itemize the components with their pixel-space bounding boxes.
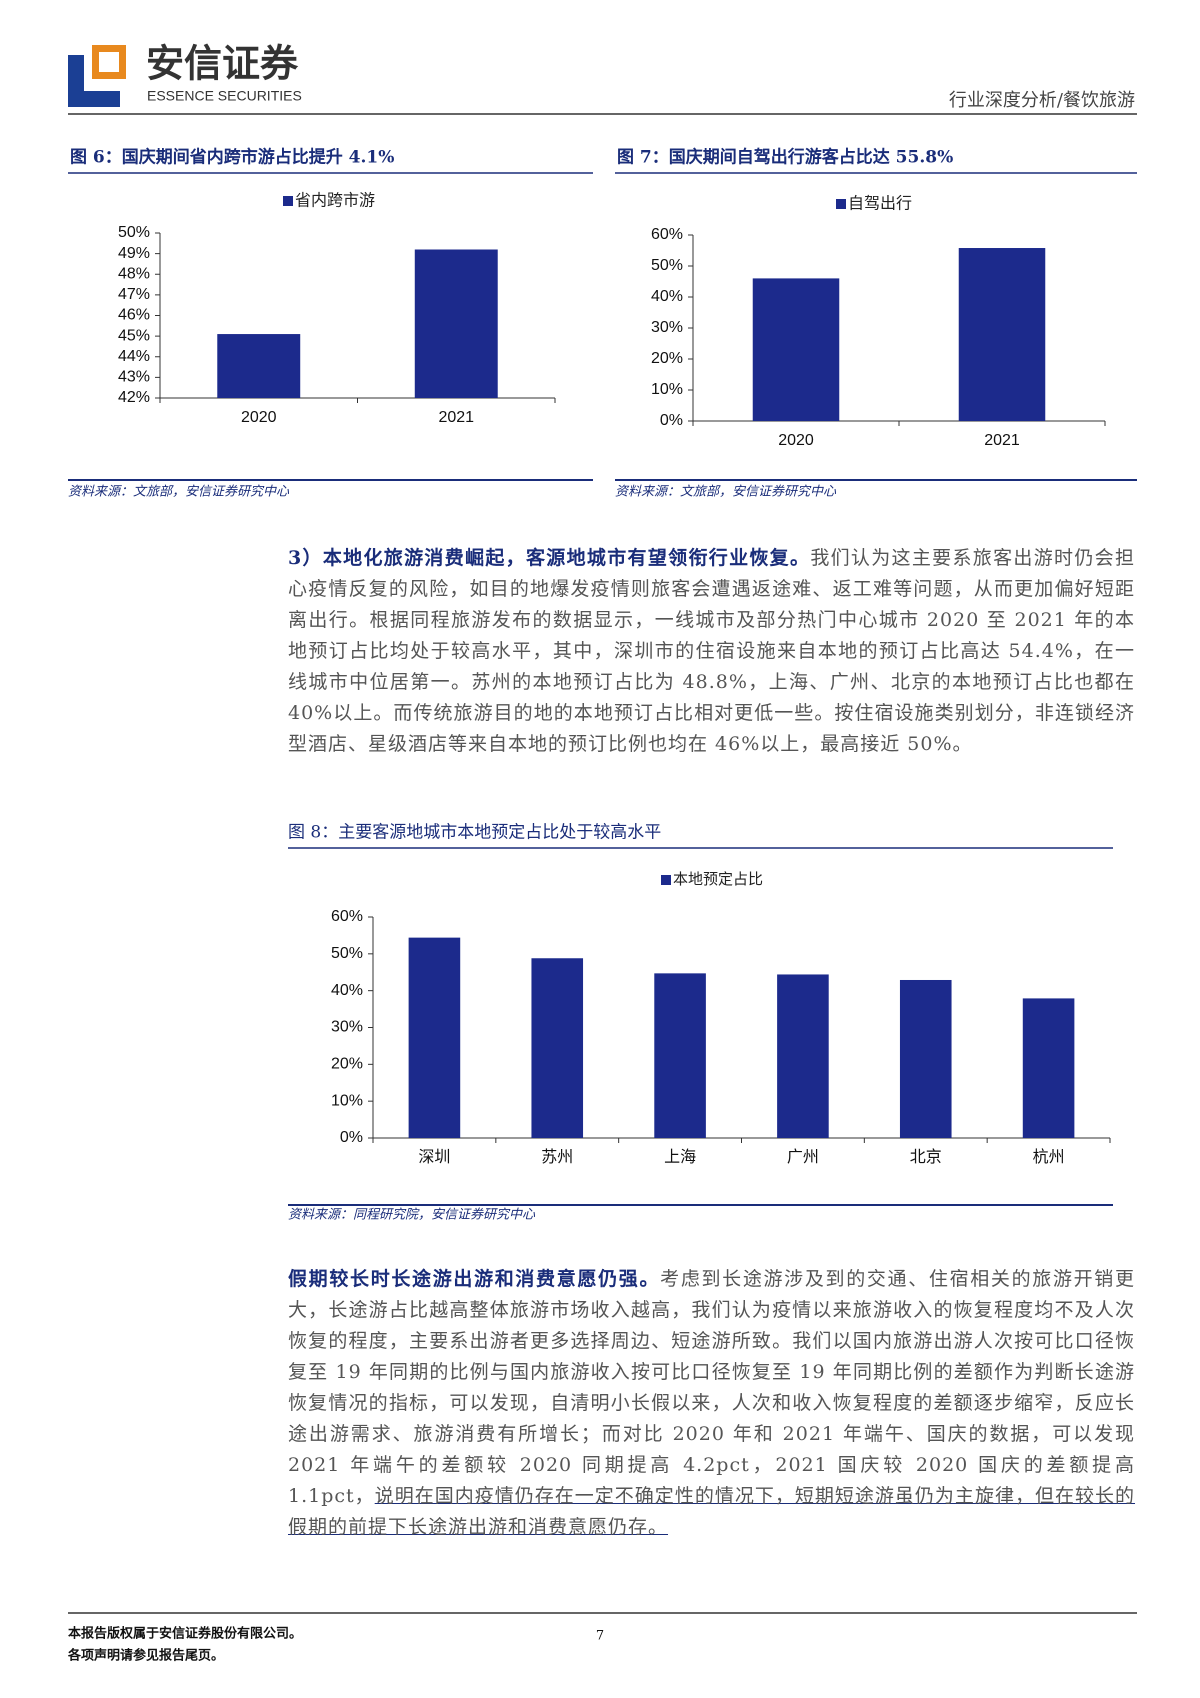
figure-title: 图 6：国庆期间省内跨市游占比提升 4.1% — [70, 147, 394, 168]
y-tick-label: 50% — [651, 257, 683, 274]
paragraph-body: 考虑到长途游涉及到的交通、住宿相关的旅游开销更大，长途游占比越高整体旅游市场收入… — [288, 1268, 1135, 1507]
x-tick-label: 2021 — [984, 432, 1020, 449]
logo-en: ESSENCE SECURITIES — [147, 88, 302, 104]
page-number: 7 — [596, 1629, 604, 1644]
y-tick-label: 20% — [331, 1056, 363, 1073]
paragraph-underlined: 说明在国内疫情仍存在一定不确定性的情况下，短期短途游虽仍为主旋律，但在较长的假期… — [288, 1485, 1136, 1538]
figure-title: 图 8：主要客源地城市本地预定占比处于较高水平 — [288, 823, 661, 843]
y-tick-label: 49% — [118, 245, 150, 262]
y-tick-label: 10% — [651, 381, 683, 398]
footer-disclaimer: 各项声明请参见报告尾页。 — [67, 1648, 224, 1664]
legend-label: 省内跨市游 — [295, 191, 375, 210]
y-tick-label: 30% — [651, 319, 683, 336]
x-tick-label: 上海 — [664, 1148, 696, 1166]
bar — [217, 334, 301, 398]
y-tick-label: 46% — [118, 307, 150, 324]
source-note: 资料来源：同程研究院，安信证券研究中心 — [288, 1207, 536, 1223]
logo-mark — [68, 91, 120, 107]
y-tick-label: 20% — [651, 350, 683, 367]
y-tick-label: 40% — [331, 982, 363, 999]
x-tick-label: 苏州 — [541, 1148, 573, 1166]
source-note: 资料来源：文旅部，安信证券研究中心 — [615, 484, 837, 500]
bar — [654, 973, 706, 1138]
legend-label: 本地预定占比 — [673, 870, 763, 888]
paragraph-lead: 假期较长时长途游出游和消费意愿仍强。 — [288, 1268, 661, 1290]
bar — [752, 278, 840, 421]
source-note: 资料来源：文旅部，安信证券研究中心 — [68, 484, 290, 500]
paragraph: 假期较长时长途游出游和消费意愿仍强。考虑到长途游涉及到的交通、住宿相关的旅游开销… — [288, 1264, 1135, 1543]
y-tick-label: 48% — [118, 265, 150, 282]
y-tick-label: 0% — [340, 1129, 363, 1146]
y-tick-label: 40% — [651, 288, 683, 305]
y-tick-label: 50% — [118, 224, 150, 241]
figure-title: 图 7：国庆期间自驾出行游客占比达 55.8% — [617, 147, 953, 168]
y-tick-label: 60% — [651, 226, 683, 243]
y-tick-label: 44% — [118, 348, 150, 365]
x-tick-label: 2020 — [241, 409, 277, 426]
bar — [1022, 998, 1075, 1138]
x-tick-label: 2020 — [778, 432, 814, 449]
bar — [414, 249, 498, 398]
paragraph: 3）本地化旅游消费崛起，客源地城市有望领衔行业恢复。我们认为这主要系旅客出游时仍… — [288, 543, 1135, 760]
bar — [408, 937, 461, 1138]
y-tick-label: 10% — [331, 1092, 363, 1109]
x-tick-label: 广州 — [787, 1148, 819, 1166]
bar — [899, 979, 952, 1138]
y-tick-label: 30% — [331, 1019, 363, 1036]
legend-label: 自驾出行 — [848, 194, 912, 213]
y-tick-label: 45% — [118, 327, 150, 344]
paragraph-body: 我们认为这主要系旅客出游时仍会担心疫情反复的风险，如目的地爆发疫情则旅客会遭遇返… — [288, 547, 1135, 755]
x-tick-label: 深圳 — [418, 1148, 450, 1166]
logo-cn: 安信证券 — [146, 42, 299, 86]
y-tick-label: 60% — [331, 908, 363, 925]
bar — [531, 958, 584, 1138]
footer-copyright: 本报告版权属于安信证券股份有限公司。 — [68, 1626, 302, 1642]
bar — [777, 974, 829, 1138]
paragraph-lead: 3）本地化旅游消费崛起，客源地城市有望领衔行业恢复。 — [288, 547, 811, 569]
y-tick-label: 47% — [118, 286, 150, 303]
y-tick-label: 0% — [660, 412, 683, 429]
logo-mark — [99, 52, 119, 72]
y-tick-label: 50% — [331, 945, 363, 962]
legend-swatch — [283, 196, 293, 206]
legend-swatch — [661, 875, 671, 885]
x-tick-label: 北京 — [910, 1148, 942, 1166]
y-tick-label: 43% — [118, 369, 150, 386]
x-tick-label: 杭州 — [1033, 1148, 1065, 1166]
section-label: 行业深度分析/餐饮旅游 — [949, 90, 1135, 111]
legend-swatch — [836, 199, 846, 209]
x-tick-label: 2021 — [438, 409, 474, 426]
bar — [958, 248, 1046, 421]
y-tick-label: 42% — [118, 389, 150, 406]
